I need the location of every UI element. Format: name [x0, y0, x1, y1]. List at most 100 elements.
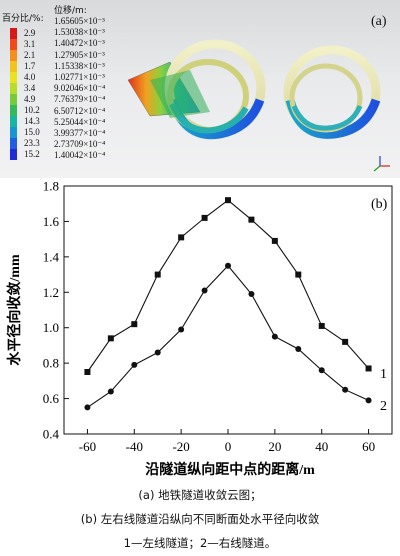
legend-displacement-value: 7.76379×10⁻⁴ — [54, 94, 106, 105]
y-tick-label: 1.8 — [43, 179, 59, 194]
legend-displacement-value: 1.53038×10⁻³ — [54, 27, 105, 38]
series-2-line — [87, 264, 369, 408]
y-tick-label: 1.6 — [43, 214, 60, 229]
caption-line-3: 1—左线隧道；2—右线隧道。 — [123, 536, 277, 550]
x-tick-label: -20 — [172, 439, 189, 454]
legend-displacement-value: 1.65605×10⁻³ — [54, 16, 105, 26]
colorbar-band — [10, 127, 17, 138]
legend-displacement-value: 3.99377×10⁻⁴ — [54, 128, 106, 138]
series-2-point — [154, 349, 161, 356]
series-2-point — [271, 333, 278, 340]
x-tick-label: 40 — [315, 439, 328, 454]
colorbar-band — [10, 116, 17, 127]
legend-displacement-value: 1.15338×10⁻³ — [54, 60, 105, 71]
curve-2-label: 2 — [380, 399, 387, 414]
series-1-point — [342, 338, 349, 345]
y-tick-label: 1.4 — [43, 249, 60, 264]
contour-colorbar — [10, 28, 17, 160]
y-tick-label: 1.2 — [43, 285, 59, 300]
series-1-point — [225, 197, 231, 204]
convergence-line-chart: 0.4 0.6 0.8 1.0 1.2 1.4 1.6 1.8 -60 -40 -20 0 20 40 6… — [6, 179, 393, 478]
x-tick-label: -40 — [126, 439, 143, 454]
x-axis-label: 沿隧道纵向距中点的距离/m — [145, 461, 315, 478]
legend-percent-value: 4.0 — [24, 72, 36, 82]
series-2-point — [365, 397, 372, 404]
plot-frame — [63, 185, 393, 435]
legend-displacement-value: 6.50712×10⁻⁴ — [54, 105, 106, 116]
series-1-point — [178, 234, 185, 241]
x-tick-label: 60 — [362, 439, 375, 454]
series-group — [84, 197, 372, 411]
legend-percent-value: 15.0 — [24, 127, 40, 137]
series-2-point — [178, 326, 185, 333]
series-1-point — [107, 335, 114, 342]
legend-percent-value: 3.1 — [24, 39, 36, 49]
curve-1-label: 1 — [380, 367, 387, 382]
colorbar-band — [10, 72, 17, 83]
series-2-point — [342, 386, 349, 393]
series-2-point — [318, 367, 325, 374]
y-axis: 0.4 0.6 0.8 1.0 1.2 1.4 1.6 1.8 — [43, 179, 69, 442]
colorbar-band — [10, 138, 17, 149]
legend-displacement-value: 1.27905×10⁻³ — [54, 49, 105, 60]
convergence-contour-panel: 百分比/%: 位移/m: 2.9 3.1 2.1 1.7 4.0 3.4 4.9 10.2 14… — [0, 0, 400, 178]
series-1-point — [154, 271, 161, 278]
colorbar-band — [10, 61, 17, 72]
colorbar-band — [10, 28, 17, 39]
series-2-point — [248, 291, 255, 298]
tunnel-render — [10, 28, 390, 172]
series-2-point — [201, 287, 208, 294]
legend-percent-value: 4.9 — [24, 94, 36, 104]
y-axis-label: 水平径向收敛/mm — [6, 254, 23, 366]
series-1-point — [248, 216, 255, 223]
legend-percent-value: 2.9 — [24, 28, 36, 38]
series-1-point — [318, 322, 325, 329]
series-2-point — [84, 404, 91, 411]
legend-percent-title: 百分比/%: — [2, 14, 44, 24]
y-tick-label: 0.6 — [43, 391, 60, 406]
series-1-point — [201, 214, 208, 221]
panel-a-label: (a) — [371, 14, 387, 29]
legend-percent-value: 1.7 — [24, 61, 36, 71]
colorbar-band — [10, 50, 17, 61]
legend-displacement-value: 1.40472×10⁻³ — [54, 38, 105, 49]
legend-percent-value: 15.2 — [24, 149, 40, 159]
render-viewport: 百分比/%: 位移/m: 2.9 3.1 2.1 1.7 4.0 3.4 4.9 10.2 14… — [0, 0, 400, 178]
legend-displacement-value: 9.02046×10⁻⁴ — [54, 83, 106, 94]
convergence-chart-panel: 0.4 0.6 0.8 1.0 1.2 1.4 1.6 1.8 -60 -40 -20 0 20 40 6… — [0, 178, 400, 480]
caption-line-2: (b) 左右线隧道沿纵向不同断面处水平径向收敛 — [80, 512, 320, 526]
series-1-point — [131, 321, 138, 328]
caption-line-1: (a) 地铁隧道收敛云图； — [138, 488, 262, 502]
legend-displacement-value: 2.73709×10⁻⁴ — [54, 139, 106, 150]
series-1-point — [365, 365, 372, 372]
series-1-point — [84, 369, 91, 375]
series-2-point — [131, 361, 138, 368]
legend-displacement-value: 5.25044×10⁻⁴ — [54, 116, 106, 127]
colorbar-band — [10, 149, 17, 160]
x-axis: -60 -40 -20 0 20 40 60 — [79, 429, 375, 454]
legend-percent-value: 23.3 — [24, 138, 40, 148]
right-tunnel-ring — [283, 45, 381, 139]
panel-b-label: (b) — [371, 197, 388, 212]
y-tick-label: 0.8 — [43, 356, 59, 371]
legend-displacement-title: 位移/m: — [54, 6, 87, 16]
series-2-point — [107, 388, 114, 395]
x-tick-label: 0 — [225, 439, 232, 454]
legend-percent-value: 3.4 — [24, 83, 36, 93]
colorbar-band — [10, 105, 17, 116]
series-2-point — [225, 262, 231, 269]
left-tunnel-ring — [127, 39, 266, 140]
legend-displacement-value: 1.40042×10⁻⁴ — [54, 150, 106, 161]
y-tick-label: 0.4 — [43, 427, 60, 442]
colorbar-band — [10, 83, 17, 94]
axis-triad-icon — [373, 156, 390, 172]
series-1-point — [271, 237, 278, 244]
series-2-point — [295, 345, 302, 352]
legend-displacement-value: 1.02771×10⁻³ — [54, 72, 105, 82]
y-tick-label: 1.0 — [43, 320, 59, 335]
colorbar-band — [10, 94, 17, 105]
colorbar-band — [10, 39, 17, 50]
legend-percent-value: 2.1 — [24, 50, 36, 60]
x-tick-label: 20 — [268, 439, 281, 454]
legend-percent-value: 14.3 — [24, 116, 40, 126]
